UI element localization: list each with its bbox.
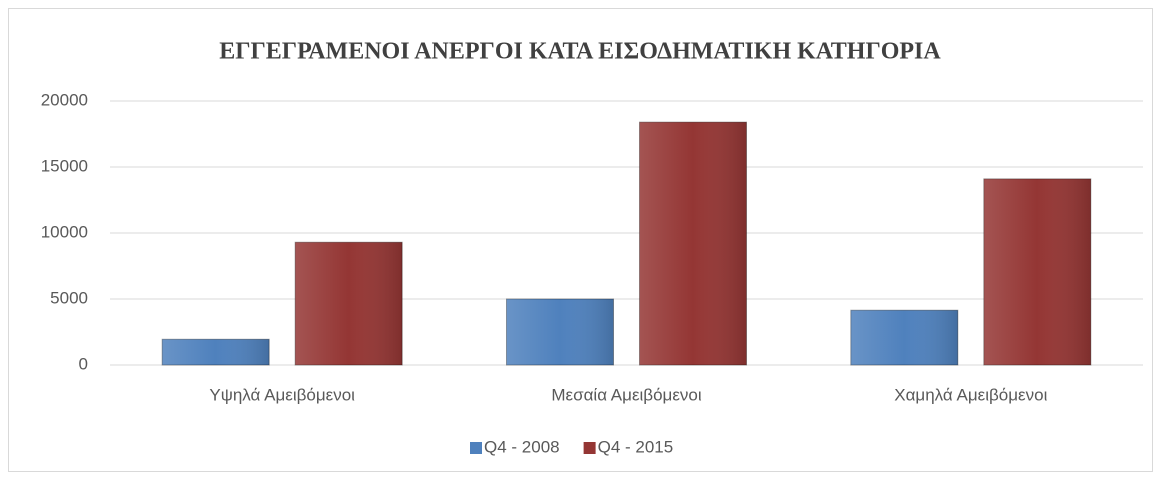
bar-shading (295, 242, 403, 365)
x-tick-label: Μεσαία Αμειβόμενοι (551, 385, 702, 404)
legend-swatch (470, 442, 482, 454)
legend-swatch (583, 442, 596, 454)
legend-label: Q4 - 2008 (484, 437, 560, 456)
bar-shading (639, 122, 747, 366)
bar-shading (850, 310, 958, 365)
y-tick-label: 15000 (41, 156, 88, 175)
x-tick-label: Υψηλά Αμειβόμενοι (209, 385, 355, 404)
chart-frame (8, 8, 1153, 472)
y-tick-label: 0 (79, 354, 88, 373)
y-tick-label: 10000 (41, 222, 88, 241)
bar-shading (983, 178, 1091, 365)
bar-shading (506, 299, 614, 365)
legend-label: Q4 - 2015 (598, 437, 674, 456)
chart-title: ΕΓΓΕΓΡΑΜΕΝΟΙ ΑΝΕΡΓΟΙ ΚΑΤΑ ΕΙΣΟΔΗΜΑΤΙΚΗ Κ… (219, 39, 941, 65)
y-tick-label: 5000 (50, 288, 88, 307)
y-tick-label: 20000 (41, 90, 88, 109)
x-tick-label: Χαμηλά Αμειβόμενοι (894, 385, 1047, 404)
bar-shading (162, 339, 270, 365)
